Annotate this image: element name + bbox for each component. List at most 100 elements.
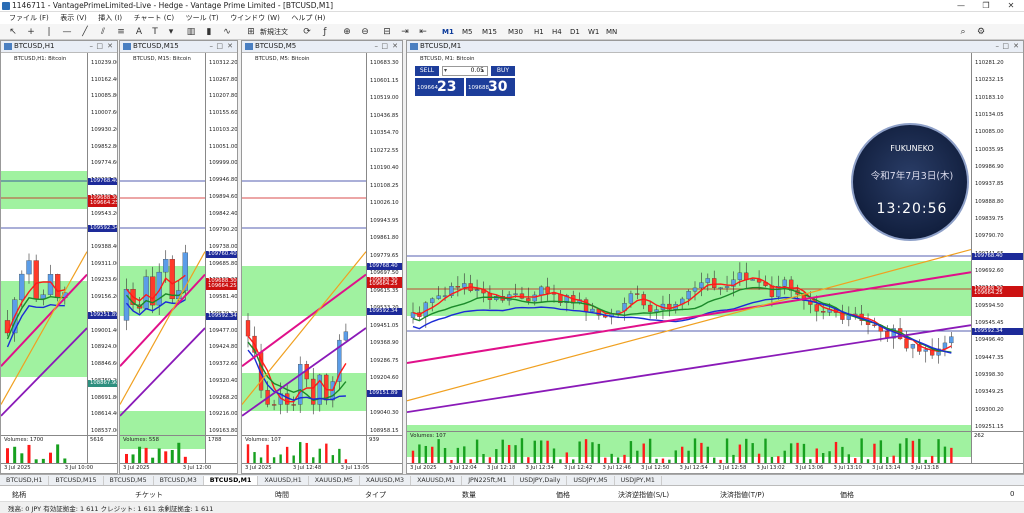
settings-icon[interactable]: ⚙ xyxy=(976,27,986,37)
col-sl[interactable]: 決済逆指値(S/L) xyxy=(618,491,670,499)
ask-quote[interactable]: 109688 30 xyxy=(466,78,515,96)
window-close-icon[interactable]: ✕ xyxy=(107,42,113,50)
buy-button[interactable]: BUY xyxy=(491,66,515,76)
shapes-icon[interactable]: ▾ xyxy=(168,27,174,37)
text-tool-icon[interactable]: A xyxy=(135,27,143,37)
col-current-price[interactable]: 価格 xyxy=(840,491,854,499)
menu-file[interactable]: ファイル (F) xyxy=(9,14,49,22)
chart-window-3[interactable]: BTCUSD,M1 – □ ✕ BTCUSD, M1: Bitcoin 110281.20… xyxy=(406,40,1024,474)
chart-tab[interactable]: BTCUSD,M1 xyxy=(203,476,259,486)
time-axis[interactable]: 3 Jul 2025 3 Jul 12:48 3 Jul 13:05 xyxy=(242,463,402,473)
vertical-line-icon[interactable]: | xyxy=(47,27,51,37)
bid-quote[interactable]: 109664 23 xyxy=(415,78,464,96)
bar-chart-icon[interactable]: ▥ xyxy=(186,27,196,37)
line-chart-icon[interactable]: ∿ xyxy=(223,27,231,37)
window-minimize-icon[interactable]: – xyxy=(209,42,214,50)
cursor-icon[interactable]: ↖ xyxy=(9,27,17,37)
chart-tab[interactable]: USDJPY,M5 xyxy=(567,476,615,486)
chart-tab[interactable]: BTCUSD,M15 xyxy=(49,476,104,486)
window-maximize-icon[interactable]: □ xyxy=(216,42,223,50)
chart-window-header[interactable]: BTCUSD,H1 – □ ✕ xyxy=(1,41,117,53)
chart-window-header[interactable]: BTCUSD,M15 – □ ✕ xyxy=(120,41,237,53)
window-maximize-icon[interactable]: □ xyxy=(381,42,388,50)
price-axis[interactable]: 110312.20 110267.80 110207.80 110155.60 1101… xyxy=(205,53,237,463)
chart-tab[interactable]: XAUUSD,H1 xyxy=(258,476,309,486)
chart-tab[interactable]: JPN225ft,M1 xyxy=(462,476,514,486)
tf-m1[interactable]: M1 xyxy=(442,28,454,36)
minimize-button[interactable]: — xyxy=(957,1,965,10)
menu-insert[interactable]: 挿入 (I) xyxy=(98,14,123,22)
chart-tab[interactable]: XAUUSD,M5 xyxy=(309,476,360,486)
col-time[interactable]: 時間 xyxy=(275,491,289,499)
col-ticket[interactable]: チケット xyxy=(135,491,163,499)
tf-h1[interactable]: H1 xyxy=(534,28,544,36)
price-axis[interactable]: 110683.30 110601.15 110519.00 110436.85 1103… xyxy=(366,53,402,463)
window-minimize-icon[interactable]: – xyxy=(89,42,94,50)
chart-tab[interactable]: BTCUSD,H1 xyxy=(0,476,50,486)
window-maximize-icon[interactable]: □ xyxy=(96,42,103,50)
new-order-icon[interactable]: ⊞ xyxy=(247,27,255,37)
sell-button[interactable]: SELL xyxy=(415,66,439,76)
window-maximize-icon[interactable]: □ xyxy=(1002,42,1009,50)
chart-tab[interactable]: XAUUSD,M1 xyxy=(411,476,463,486)
lot-size-input[interactable]: 0.05 xyxy=(442,66,488,76)
time-axis[interactable]: 3 Jul 2025 3 Jul 12:04 3 Jul 12:18 3 Jul 12… xyxy=(407,463,1023,473)
chart-window-2[interactable]: BTCUSD,M5 – □ ✕ BTCUSD, M5: Bitcoin 110683.30… xyxy=(241,40,403,474)
tf-h4[interactable]: H4 xyxy=(552,28,562,36)
zoom-out-icon[interactable]: ⊖ xyxy=(361,27,369,37)
horizontal-line-icon[interactable]: — xyxy=(62,27,72,37)
chart-window-0[interactable]: BTCUSD,H1– □ ✕ BTCUSD,H1: Bitcoin 110239.00 1… xyxy=(0,40,118,474)
menu-view[interactable]: 表示 (V) xyxy=(60,14,87,22)
lot-increase-icon[interactable]: ▴ xyxy=(481,67,485,74)
chart-tab[interactable]: USDJPY,Daily xyxy=(514,476,568,486)
col-price[interactable]: 価格 xyxy=(556,491,570,499)
col-tp[interactable]: 決済指値(T/P) xyxy=(720,491,765,499)
new-order-button[interactable]: 新規注文 xyxy=(260,28,288,36)
menu-window[interactable]: ウインドウ (W) xyxy=(230,14,280,22)
tf-d1[interactable]: D1 xyxy=(570,28,580,36)
tf-mn[interactable]: MN xyxy=(606,28,618,36)
zoom-in-icon[interactable]: ⊕ xyxy=(343,27,351,37)
time-axis[interactable]: 3 Jul 2025 3 Jul 10:00 xyxy=(1,463,117,473)
tf-m15[interactable]: M15 xyxy=(482,28,497,36)
tile-windows-icon[interactable]: ⊟ xyxy=(383,27,391,37)
chart-shift-icon[interactable]: ⇤ xyxy=(419,27,427,37)
chart-window-1[interactable]: BTCUSD,M15 – □ ✕ BTCUSD, M15: Bitcoin 110312.… xyxy=(119,40,238,474)
chart-tab[interactable]: BTCUSD,M3 xyxy=(154,476,204,486)
candle-chart-icon[interactable]: ▮ xyxy=(206,27,212,37)
chart-tab[interactable]: XAUUSD,M3 xyxy=(360,476,412,486)
label-tool-icon[interactable]: T xyxy=(152,27,158,37)
price-axis[interactable]: 110281.20 110232.15 110183.10 110134.05 1100… xyxy=(971,53,1023,463)
window-close-icon[interactable]: ✕ xyxy=(392,42,398,50)
chart-window-header[interactable]: BTCUSD,M1 – □ ✕ xyxy=(407,41,1023,53)
tf-m30[interactable]: M30 xyxy=(508,28,523,36)
col-type[interactable]: タイプ xyxy=(365,491,386,499)
indicators-icon[interactable]: ƒ xyxy=(323,27,327,37)
crosshair-icon[interactable]: + xyxy=(27,27,35,37)
trendline-icon[interactable]: ╱ xyxy=(82,27,88,37)
chart-tab[interactable]: USDJPY,M1 xyxy=(615,476,662,486)
lot-decrease-icon[interactable]: ▾ xyxy=(444,67,448,74)
autoscroll-icon[interactable]: ⇥ xyxy=(401,27,409,37)
menu-charts[interactable]: チャート (C) xyxy=(133,14,175,22)
chart-tab[interactable]: BTCUSD,M5 xyxy=(104,476,154,486)
window-close-icon[interactable]: ✕ xyxy=(227,42,233,50)
maximize-button[interactable]: ❐ xyxy=(982,1,990,10)
window-minimize-icon[interactable]: – xyxy=(995,42,1000,50)
menu-help[interactable]: ヘルプ (H) xyxy=(291,14,326,22)
window-minimize-icon[interactable]: – xyxy=(374,42,379,50)
time-axis[interactable]: 3 Jul 2025 3 Jul 12:00 xyxy=(120,463,237,473)
history-icon[interactable]: ⟳ xyxy=(303,27,311,37)
col-volume[interactable]: 数量 xyxy=(462,491,476,499)
price-axis[interactable]: 110239.00 110162.40 110085.80 110007.60 1099… xyxy=(87,53,117,463)
close-button[interactable]: ✕ xyxy=(1007,1,1015,10)
channel-icon[interactable]: ⫽ xyxy=(100,27,105,37)
tf-m5[interactable]: M5 xyxy=(462,28,473,36)
chart-window-header[interactable]: BTCUSD,M5 – □ ✕ xyxy=(242,41,402,53)
menu-tools[interactable]: ツール (T) xyxy=(185,14,219,22)
search-icon[interactable]: ⌕ xyxy=(960,27,966,37)
tf-w1[interactable]: W1 xyxy=(588,28,600,36)
col-symbol[interactable]: 銘柄 xyxy=(12,491,26,499)
fibonacci-icon[interactable]: ≡ xyxy=(117,27,125,37)
window-close-icon[interactable]: ✕ xyxy=(1013,42,1019,50)
